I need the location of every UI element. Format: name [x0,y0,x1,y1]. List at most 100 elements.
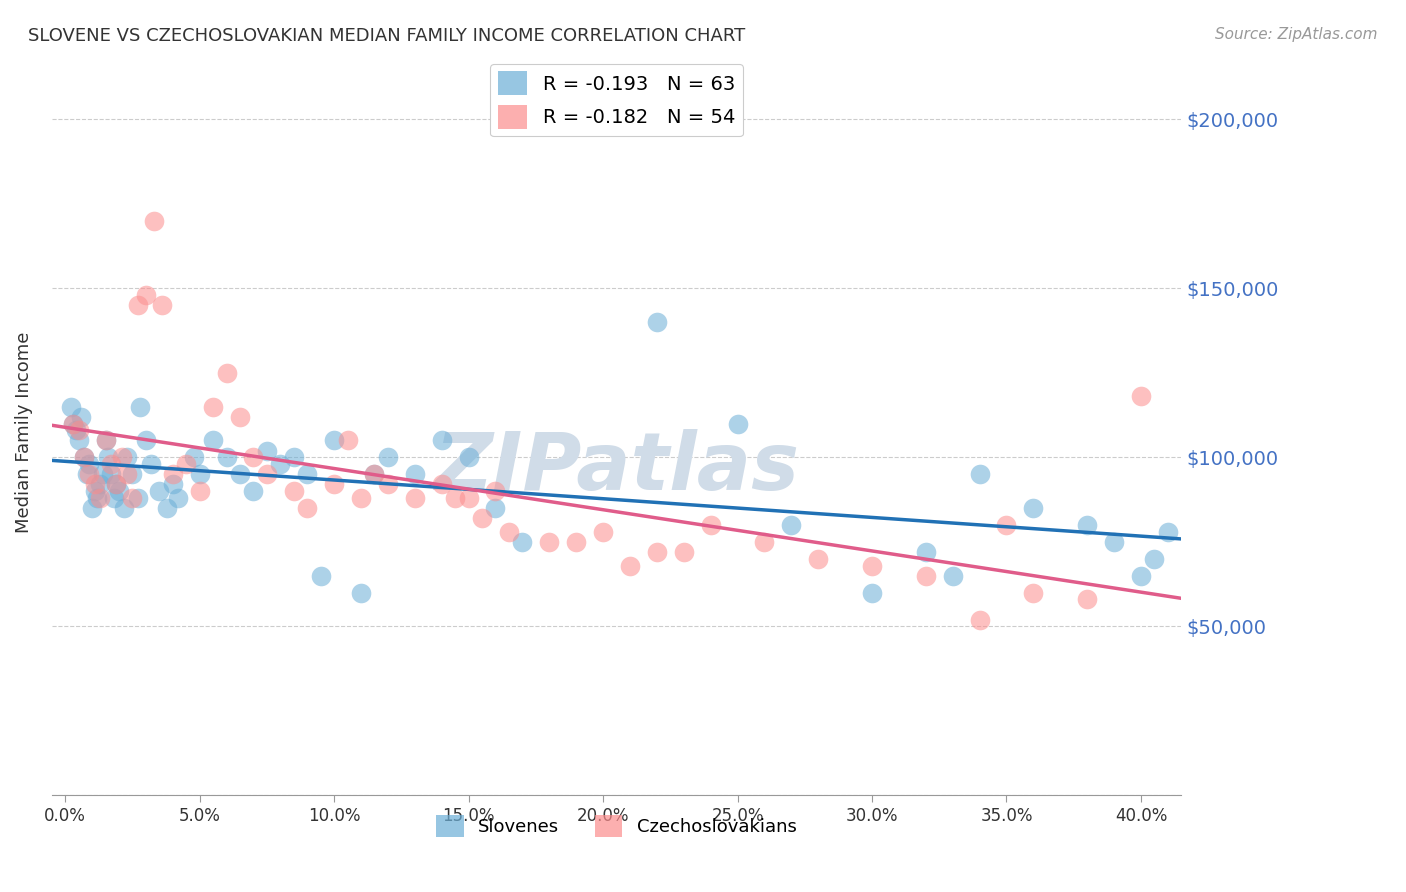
Point [59,400,82,414]
Point [404,467,426,482]
Point [105,477,128,491]
Point [995,517,1018,532]
Point [111,450,134,465]
Point [242,450,264,465]
Point [229,409,252,424]
Point [202,400,225,414]
Point [67,434,90,448]
Point [363,467,385,482]
Text: SLOVENE VS CZECHOSLOVAKIAN MEDIAN FAMILY INCOME CORRELATION CHART: SLOVENE VS CZECHOSLOVAKIAN MEDIAN FAMILY… [28,27,745,45]
Point [1143,551,1166,566]
Point [1102,534,1125,549]
Point [1022,501,1045,516]
Point [914,545,936,559]
Point [457,491,479,505]
Point [1076,592,1098,607]
Point [73,450,96,465]
Point [94,434,117,448]
Point [377,477,399,491]
Point [103,491,125,505]
Point [70,409,93,424]
Point [121,491,143,505]
Point [645,315,668,329]
Point [457,450,479,465]
Point [76,467,98,482]
Point [969,467,991,482]
Point [444,491,467,505]
Point [86,491,108,505]
Point [256,443,278,458]
Point [80,501,103,516]
Point [108,484,131,499]
Point [188,484,211,499]
Point [471,511,494,525]
Point [699,517,721,532]
Point [484,484,506,499]
Point [94,434,117,448]
Point [860,558,883,573]
Point [754,534,776,549]
Point [807,551,830,566]
Point [565,534,588,549]
Point [100,467,122,482]
Point [174,457,197,471]
Point [89,477,111,491]
Point [430,477,453,491]
Point [404,491,426,505]
Point [65,423,87,437]
Point [142,213,165,227]
Point [1022,585,1045,599]
Point [141,457,163,471]
Point [942,568,965,582]
Point [283,484,305,499]
Point [105,477,128,491]
Point [115,467,138,482]
Point [592,524,614,539]
Point [91,467,114,482]
Point [336,434,359,448]
Point [1129,568,1152,582]
Point [969,613,991,627]
Point [67,423,90,437]
Point [100,457,122,471]
Point [79,457,101,471]
Point [619,558,641,573]
Point [79,467,101,482]
Point [323,434,346,448]
Point [914,568,936,582]
Point [135,434,157,448]
Point [1076,517,1098,532]
Point [309,568,332,582]
Point [162,467,184,482]
Point [167,491,190,505]
Point [484,501,506,516]
Point [112,501,135,516]
Point [512,534,534,549]
Point [242,484,264,499]
Point [121,467,143,482]
Point [297,501,319,516]
Point [350,491,373,505]
Point [377,450,399,465]
Point [1157,524,1180,539]
Text: ZIPatlas: ZIPatlas [434,429,799,508]
Text: Source: ZipAtlas.com: Source: ZipAtlas.com [1215,27,1378,42]
Point [215,366,238,380]
Y-axis label: Median Family Income: Median Family Income [15,331,32,533]
Point [188,467,211,482]
Point [323,477,346,491]
Point [350,585,373,599]
Point [215,450,238,465]
Point [727,417,749,431]
Point [672,545,695,559]
Point [97,450,120,465]
Point [430,434,453,448]
Point [297,467,319,482]
Point [1129,389,1152,403]
Point [538,534,561,549]
Legend: Slovenes, Czechoslovakians: Slovenes, Czechoslovakians [429,808,804,845]
Point [156,501,179,516]
Point [129,400,152,414]
Point [83,484,105,499]
Point [498,524,520,539]
